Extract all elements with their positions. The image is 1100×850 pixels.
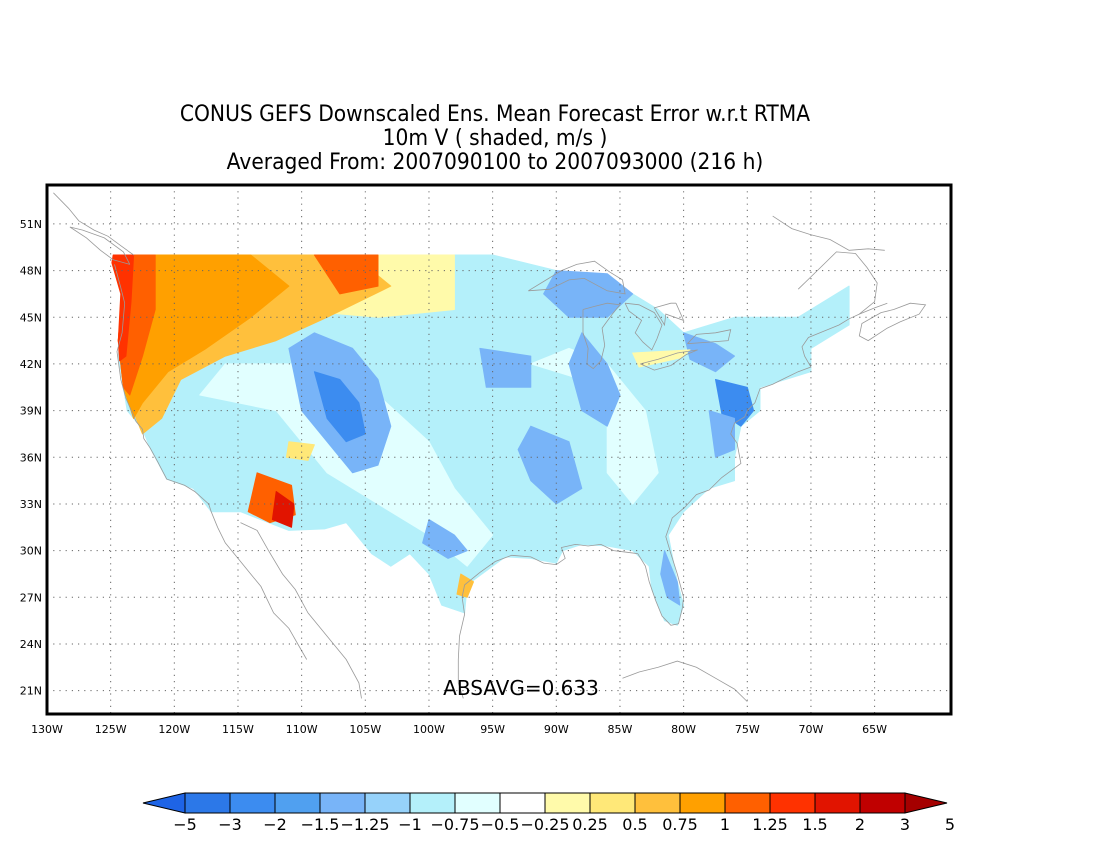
lat-tick-label: 33N	[20, 498, 42, 511]
colorbar-level-label: −1.5	[301, 815, 340, 834]
colorbar-swatch	[274, 792, 321, 814]
shaded-field-layer	[111, 254, 850, 626]
colorbar-level-label: 0.75	[662, 815, 698, 834]
lon-tick-label: 125W	[95, 723, 127, 736]
absavg-label: ABSAVG=0.633	[443, 676, 599, 700]
colorbar-level-label: −0.75	[430, 815, 479, 834]
colorbar-level-label: 2	[855, 815, 865, 834]
lon-tick-label: 75W	[735, 723, 760, 736]
shaded-region-12	[660, 550, 681, 606]
title-line-3: Averaged From: 2007090100 to 2007093000 …	[226, 150, 764, 175]
shaded-region-18	[111, 254, 135, 362]
colorbar-level-label: −0.25	[520, 815, 569, 834]
shaded-region-11	[422, 519, 468, 559]
colorbar-level-label: 0.5	[622, 815, 647, 834]
lat-tick-label: 30N	[20, 545, 42, 558]
lat-tick-label: 51N	[20, 218, 42, 231]
colorbar-level-label: −5	[173, 815, 197, 834]
colorbar-level-label: −3	[218, 815, 242, 834]
coastline-10	[528, 260, 626, 295]
lat-tick-label: 27N	[20, 591, 42, 604]
colorbar-swatch	[544, 792, 591, 814]
coastline-0	[114, 264, 308, 660]
coastline-11	[582, 302, 621, 370]
colorbar-swatch	[409, 792, 456, 814]
lon-tick-label: 90W	[544, 723, 569, 736]
colorbar-right-arrow	[904, 792, 948, 814]
colorbar: −5 −3 −2 −1.5 −1.25 −1 −0.75 −0.5 −0.25 0.25 0.5 0.…	[142, 792, 955, 834]
coastline-1	[240, 522, 362, 699]
lat-tick-label: 42N	[20, 358, 42, 371]
colorbar-swatch	[184, 792, 231, 814]
shaded-region-22	[456, 573, 474, 598]
colorbar-swatch	[859, 792, 906, 814]
lat-tick-label: 21N	[20, 685, 42, 698]
colorbar-swatch	[634, 792, 681, 814]
coastline-14	[687, 329, 732, 345]
coastline-layer	[53, 192, 927, 702]
lon-tick-label: 85W	[608, 723, 633, 736]
lat-tick-label: 36N	[20, 451, 42, 464]
map-frame	[45, 183, 953, 716]
lat-tick-label: 24N	[20, 638, 42, 651]
colorbar-level-label: −1	[398, 815, 422, 834]
colorbar-level-label: −2	[263, 815, 287, 834]
shaded-region-24	[285, 441, 315, 461]
latitude-labels: 51N 48N 45N 42N 39N 36N 33N 30N 27N 24N 21N	[20, 218, 42, 698]
coastline-6	[772, 215, 885, 251]
colorbar-swatch	[679, 792, 726, 814]
colorbar-level-label: 1.5	[802, 815, 827, 834]
colorbar-swatch	[319, 792, 366, 814]
colorbar-swatch	[499, 792, 546, 814]
colorbar-level-label: 1.25	[752, 815, 788, 834]
lon-tick-label: 130W	[31, 723, 63, 736]
longitude-labels: 130W 125W 120W 115W 110W 105W 100W 95W 90W 85W 80W…	[31, 723, 887, 736]
colorbar-level-label: 3	[900, 815, 910, 834]
colorbar-swatch	[229, 792, 276, 814]
shaded-region-5	[543, 270, 634, 318]
coastline-2	[461, 302, 888, 626]
lon-tick-label: 80W	[671, 723, 696, 736]
lon-tick-label: 70W	[799, 723, 824, 736]
coastline-7	[622, 660, 748, 702]
colorbar-swatch	[589, 792, 636, 814]
coastline-5	[797, 251, 878, 315]
colorbar-left-arrow	[142, 792, 186, 814]
shaded-region-21	[271, 491, 295, 528]
coastline-8	[53, 192, 134, 256]
lon-tick-label: 95W	[480, 723, 505, 736]
colorbar-swatch	[769, 792, 816, 814]
lon-tick-label: 105W	[349, 723, 381, 736]
coastline-9	[69, 226, 131, 265]
lon-tick-label: 120W	[158, 723, 190, 736]
colorbar-level-label: −0.5	[481, 815, 520, 834]
colorbar-level-label: 1	[720, 815, 730, 834]
colorbar-swatch	[454, 792, 501, 814]
graticule-layer	[47, 185, 951, 714]
coastline-13	[640, 349, 698, 371]
colorbar-swatch	[724, 792, 771, 814]
lat-tick-label: 39N	[20, 405, 42, 418]
shaded-region-10	[708, 410, 735, 458]
lon-tick-label: 110W	[286, 723, 318, 736]
lon-tick-label: 115W	[222, 723, 254, 736]
colorbar-swatch	[814, 792, 861, 814]
coastline-15	[653, 302, 685, 327]
coastline-12	[624, 302, 663, 351]
colorbar-level-label: 5	[945, 815, 955, 834]
title-line-2: 10m V ( shaded, m/s )	[382, 126, 608, 151]
title-line-1: CONUS GEFS Downscaled Ens. Mean Forecast…	[179, 102, 811, 127]
lat-tick-label: 45N	[20, 311, 42, 324]
colorbar-swatch	[364, 792, 411, 814]
colorbar-level-label: −1.25	[340, 815, 389, 834]
shaded-region-9	[715, 379, 755, 427]
lon-tick-label: 65W	[862, 723, 887, 736]
shaded-region-19	[313, 254, 379, 295]
coastline-4	[858, 302, 927, 342]
coastline-3	[457, 614, 465, 699]
lat-tick-label: 48N	[20, 265, 42, 278]
lon-tick-label: 100W	[413, 723, 445, 736]
colorbar-level-label: 0.25	[572, 815, 608, 834]
